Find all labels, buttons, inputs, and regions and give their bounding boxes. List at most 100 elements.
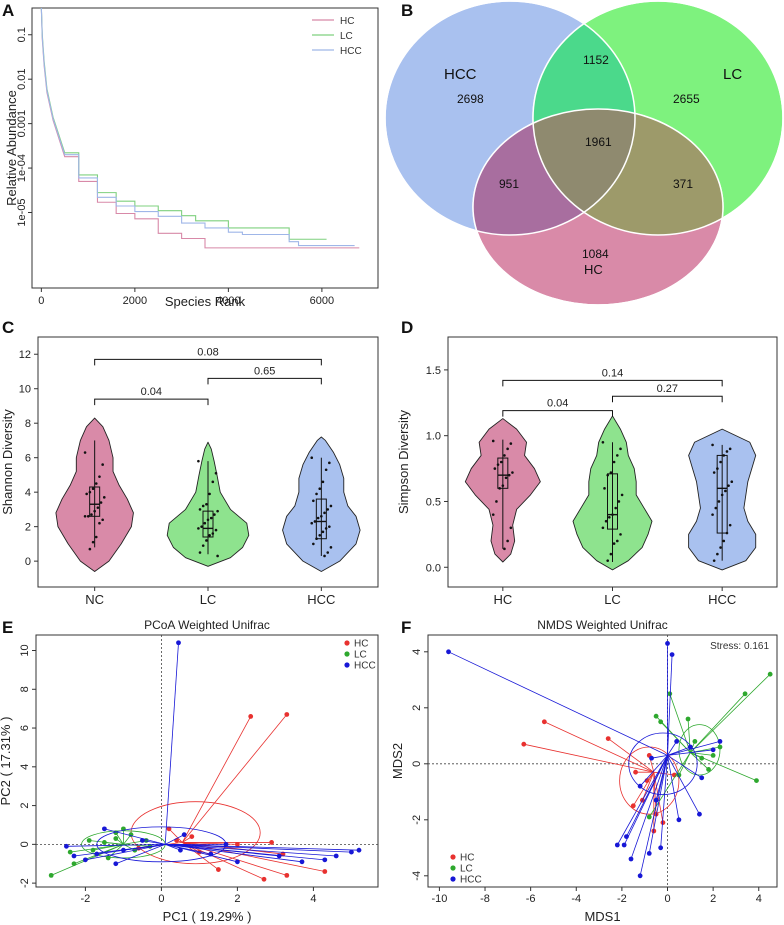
- point-lc: [90, 847, 96, 853]
- data-point: [312, 499, 315, 503]
- data-point: [315, 537, 318, 541]
- venn-count-hc-only: 1084: [582, 247, 609, 261]
- spider-line-hcc: [639, 755, 668, 876]
- y-axis-label: Relative Abundance: [4, 90, 19, 206]
- panel-f-nmds: NMDS Weighted Unifrac -10 -8 -6 -4 -2 0 2 4 -4 -2 0…: [390, 618, 778, 924]
- x-tick-label: LC: [604, 592, 621, 607]
- spider-line-hcc: [165, 834, 185, 845]
- point-hcc: [181, 832, 187, 838]
- data-point: [91, 540, 95, 544]
- legend-label-hcc: HCC: [354, 661, 376, 672]
- data-point: [205, 502, 208, 506]
- data-point: [711, 443, 714, 447]
- x-tick-label: LC: [200, 592, 217, 607]
- spider-line-lc: [669, 693, 691, 753]
- plot-frame-a: [31, 7, 379, 289]
- data-point: [101, 518, 104, 522]
- x-tick-label: 2: [710, 893, 716, 905]
- panel-letter-b: B: [401, 1, 413, 20]
- data-point: [716, 467, 719, 470]
- series-line-hc: [40, 7, 360, 249]
- x-tick-label: 2000: [123, 295, 147, 307]
- point-lc: [699, 755, 705, 761]
- data-point: [209, 516, 213, 520]
- data-point: [491, 513, 495, 516]
- box-iqr: [607, 473, 618, 530]
- significance-bracket: [94, 398, 209, 406]
- data-point: [506, 447, 509, 451]
- x-tick-label: -6: [526, 893, 536, 905]
- point-lc: [67, 849, 73, 855]
- series-line-lc: [40, 7, 327, 240]
- point-hcc: [349, 849, 354, 855]
- data-point: [323, 511, 326, 515]
- point-hcc: [699, 775, 705, 781]
- spider-line-hcc: [115, 843, 166, 865]
- point-hcc: [299, 859, 305, 865]
- point-lc: [767, 671, 773, 677]
- spider-line-hcc: [165, 843, 360, 851]
- panel-letter-d: D: [401, 318, 413, 337]
- point-lc: [706, 767, 711, 772]
- data-point: [491, 439, 495, 443]
- y-tick-label: 0.001: [16, 110, 28, 138]
- data-point: [326, 551, 330, 554]
- data-point: [722, 539, 726, 543]
- data-point: [501, 484, 505, 487]
- point-hcc: [322, 857, 328, 863]
- data-point: [717, 500, 721, 503]
- data-point: [198, 508, 202, 511]
- x-tick-label: -4: [571, 893, 581, 905]
- x-tick-label: HCC: [708, 592, 736, 607]
- data-point: [620, 493, 624, 497]
- data-point: [509, 442, 513, 445]
- spider-line-hcc: [630, 755, 668, 860]
- spider-line-hcc: [142, 840, 166, 845]
- data-point: [506, 539, 509, 543]
- point-hcc: [333, 853, 339, 859]
- data-point: [719, 460, 722, 464]
- point-lc: [710, 753, 716, 758]
- chart-title: NMDS Weighted Unifrac: [537, 618, 668, 632]
- data-point: [206, 518, 210, 522]
- spider-line-lc: [690, 673, 771, 753]
- data-point: [101, 463, 104, 466]
- spider-line-hc: [181, 716, 252, 843]
- point-hcc: [121, 847, 126, 853]
- point-hc: [216, 867, 221, 872]
- data-point: [603, 487, 606, 490]
- point-hcc: [637, 783, 643, 789]
- y-tick-label: 1.5: [426, 365, 441, 377]
- point-lc: [692, 739, 698, 744]
- plot-frame: [35, 634, 379, 888]
- data-point: [83, 451, 87, 454]
- data-point: [216, 554, 219, 558]
- point-hcc: [674, 739, 680, 744]
- y-tick-label: -4: [411, 871, 423, 881]
- data-point: [313, 520, 317, 523]
- spider-line-lc: [660, 721, 691, 753]
- y-tick-label: 0: [19, 841, 31, 847]
- spider-line-hcc: [667, 741, 721, 756]
- x-tick-label: 0: [158, 893, 164, 905]
- y-tick-label: 2: [411, 705, 423, 711]
- spider-line-hcc: [651, 755, 668, 759]
- point-hcc: [621, 842, 627, 848]
- point-hcc: [697, 811, 702, 817]
- data-point: [208, 492, 211, 496]
- x-axis-label: Species Rank: [165, 294, 246, 309]
- legend-marker-hcc: [450, 876, 456, 882]
- venn-diagram: HCC LC HC 2698 2655 1084 1152 951 371 19…: [384, 0, 784, 306]
- data-point: [716, 552, 719, 556]
- data-point: [609, 552, 613, 556]
- spider-line-hcc: [66, 843, 166, 847]
- point-lc: [105, 855, 111, 861]
- spider-line-hc: [607, 738, 655, 773]
- data-point: [507, 473, 511, 477]
- point-hcc: [717, 739, 723, 744]
- data-point: [328, 461, 331, 465]
- venn-count-hcc-lc: 1152: [583, 53, 609, 67]
- data-point: [609, 471, 613, 474]
- data-point: [728, 523, 732, 527]
